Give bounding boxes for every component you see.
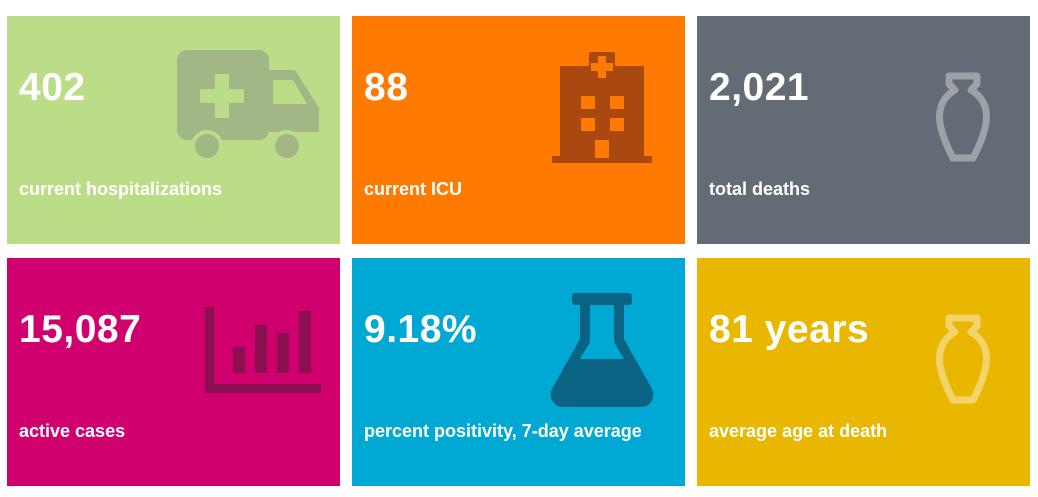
ambulance-icon <box>177 50 322 165</box>
hospitalizations-value: 402 <box>19 66 86 109</box>
tile-hospitalizations: 402 current hospitalizations <box>7 16 340 244</box>
positivity-label: percent positivity, 7-day average <box>364 421 642 441</box>
deaths-label: total deaths <box>709 179 811 199</box>
tile-deaths: 2,021 total deaths <box>697 16 1030 244</box>
deaths-value: 2,021 <box>709 66 810 109</box>
positivity-value: 9.18% <box>364 308 478 351</box>
urn-icon <box>933 72 993 162</box>
tile-positivity: 9.18% percent positivity, 7-day average <box>352 258 685 486</box>
active-cases-value: 15,087 <box>19 308 142 351</box>
tile-age-at-death: 81 years average age at death <box>697 258 1030 486</box>
icu-label: current ICU <box>364 179 463 199</box>
tile-active-cases: 15,087 active cases <box>7 258 340 486</box>
flask-icon <box>550 293 655 408</box>
urn-icon <box>933 314 993 404</box>
age-value: 81 years <box>709 308 870 351</box>
tile-icu: 88 current ICU <box>352 16 685 244</box>
hospitalizations-label: current hospitalizations <box>19 179 223 199</box>
age-label: average age at death <box>709 421 888 441</box>
bar-chart-icon <box>205 307 325 397</box>
hospital-icon <box>552 52 657 167</box>
active-cases-label: active cases <box>19 421 126 441</box>
icu-value: 88 <box>364 66 409 109</box>
